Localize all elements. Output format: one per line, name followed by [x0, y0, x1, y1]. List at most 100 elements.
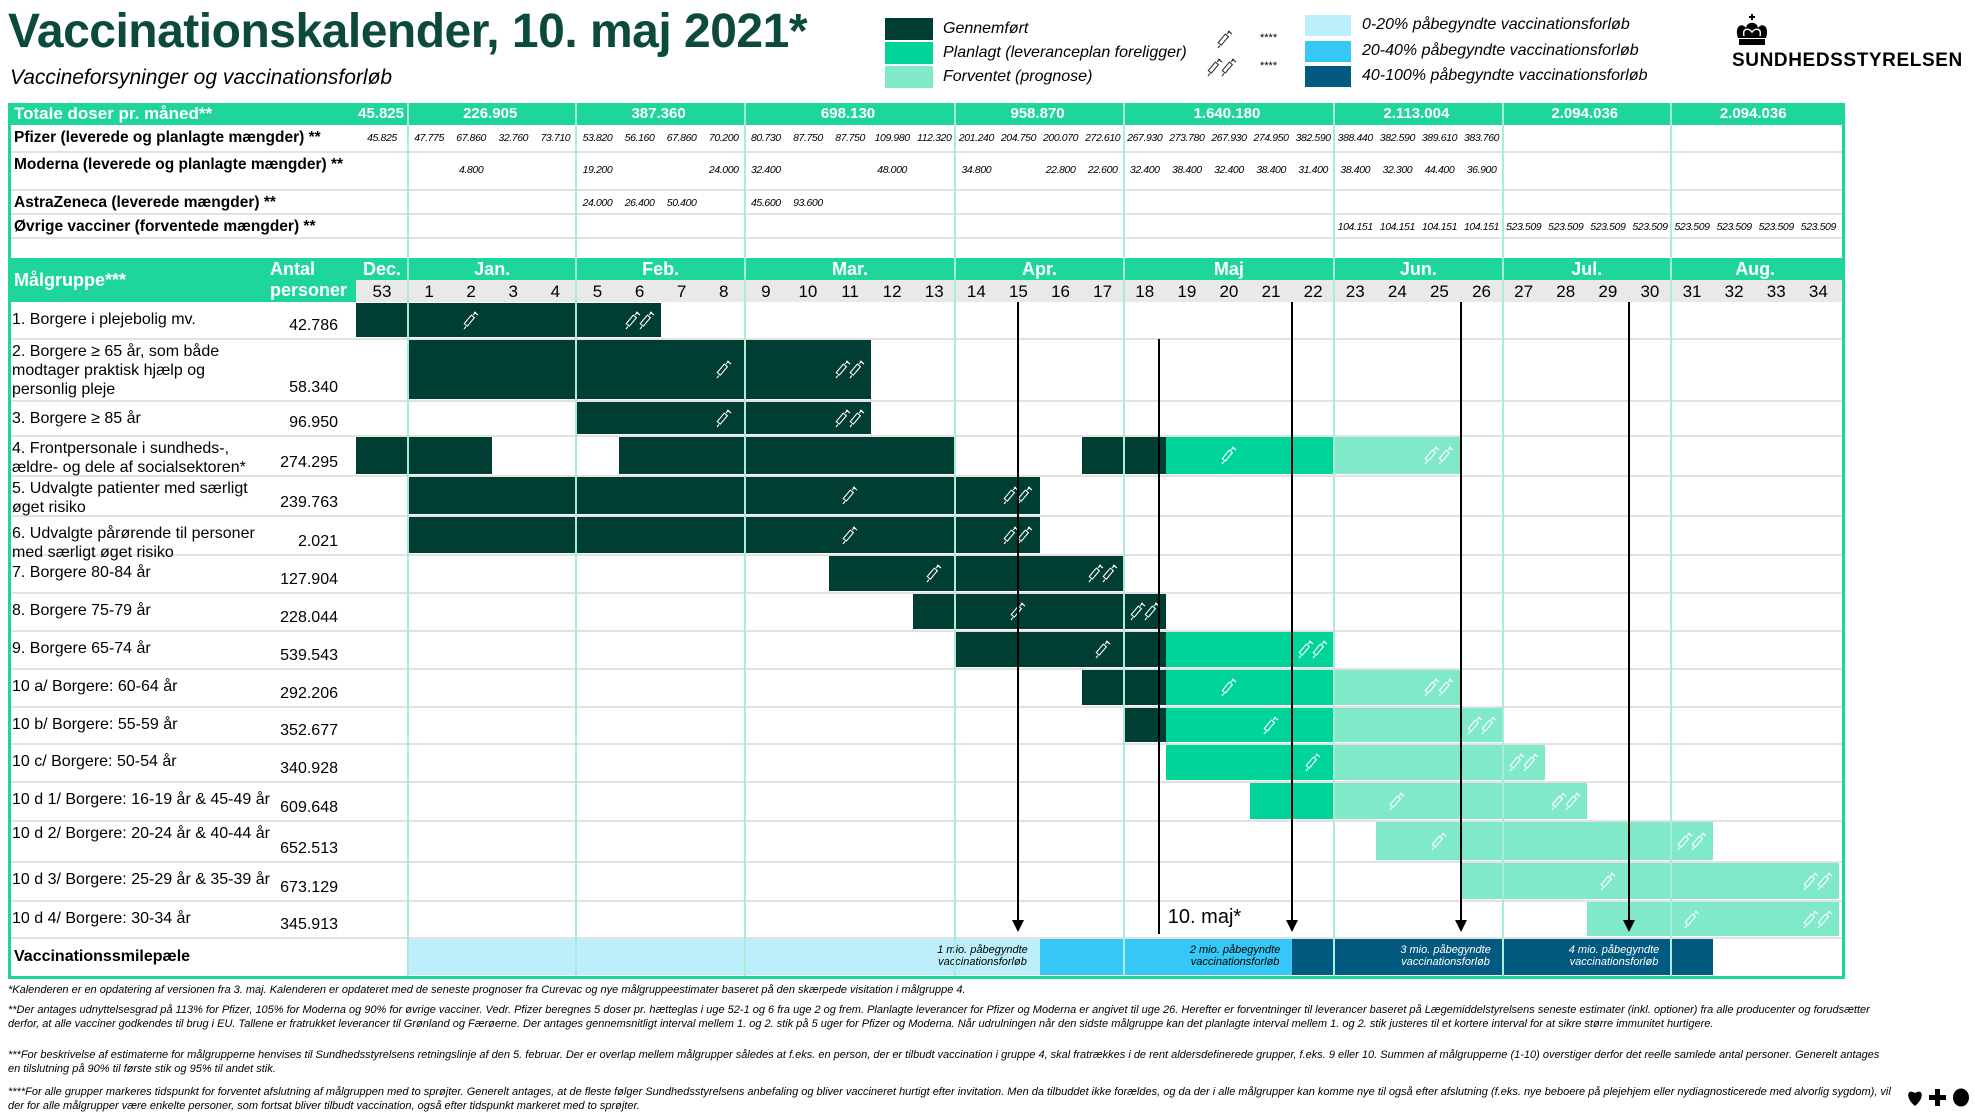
syringe-icon [1479, 716, 1499, 736]
week-number: 31 [1682, 282, 1702, 301]
syringe-icon [461, 311, 481, 331]
month-label: Dec. [362, 259, 402, 279]
dose-value: 45.600 [750, 197, 781, 209]
syringe-icon [1429, 832, 1449, 852]
group-name: 3. Borgere ≥ 85 år [12, 410, 141, 427]
week-number: 9 [761, 282, 771, 301]
syringe-icon [1310, 640, 1330, 660]
dose-value: 73.710 [540, 132, 571, 144]
row-divider [10, 151, 1842, 153]
legend-milestone-label: 0-20% påbegyndte vaccinationsforløb [1362, 16, 1630, 33]
month-divider [743, 103, 746, 976]
dose-value: 67.860 [456, 132, 486, 144]
legend-syringe-note: **** [1260, 60, 1278, 72]
syringe-icon [1436, 678, 1456, 698]
syringe-icon [1219, 446, 1239, 466]
totals-label: Totale doser pr. måned** [14, 104, 213, 123]
group-count: 673.129 [280, 879, 338, 896]
dose-value: 200.070 [1042, 132, 1079, 144]
row-divider [10, 743, 1842, 745]
week-number: 26 [1472, 282, 1491, 301]
group-name: 5. Udvalgte patienter med særligt øget r… [12, 480, 248, 516]
dose-value: 45.825 [367, 132, 397, 144]
gantt-bar-forecast[interactable] [1334, 708, 1503, 742]
dose-value: 87.750 [835, 132, 865, 144]
legend-label: Planlagt (leveranceplan foreligger) [943, 44, 1187, 61]
month-label: Jun. [1399, 259, 1437, 279]
group-count: 352.677 [280, 722, 338, 739]
dose-value: 19.200 [582, 164, 613, 176]
gantt-bar-done[interactable] [955, 632, 1166, 667]
dose-value: 67.860 [666, 132, 697, 144]
milestone-segment [1039, 939, 1293, 975]
page-title: Vaccinationskalender, 10. maj 2021* [8, 5, 808, 58]
syringe-icon [840, 526, 860, 546]
group-count: 652.513 [280, 840, 338, 857]
gantt-bar-done[interactable] [618, 437, 956, 474]
week-number: 34 [1808, 282, 1828, 301]
table-border-left [8, 103, 11, 976]
gantt-bar-forecast[interactable] [1334, 437, 1461, 474]
syringe-icon [1436, 446, 1456, 466]
legend-milestone-swatch-1 [1305, 41, 1351, 62]
milestone-segment [408, 939, 1040, 975]
gantt-bar-done[interactable] [408, 517, 1040, 553]
group-header-left [10, 258, 356, 302]
gantt-bar-forecast[interactable] [1376, 822, 1714, 860]
milestone-arrow-line [1459, 302, 1462, 922]
dose-value: 109.980 [874, 132, 911, 144]
dose-value: 26.400 [624, 197, 655, 209]
row-divider [10, 237, 1842, 239]
dose-value: 204.750 [1000, 132, 1037, 144]
group-name: 7. Borgere 80-84 år [12, 564, 151, 581]
supply-label: Øvrige vacciner (forventede mængder) ** [14, 218, 316, 235]
dose-value: 38.400 [1171, 164, 1202, 176]
dose-value: 267.930 [1127, 132, 1163, 144]
gantt-bar-forecast[interactable] [1460, 863, 1840, 899]
legend-milestone-label: 40-100% påbegyndte vaccinationsforløb [1362, 67, 1648, 84]
gantt-bar-planned[interactable] [1165, 745, 1335, 780]
month-divider [407, 103, 409, 976]
week-number: 30 [1640, 282, 1660, 301]
dose-value: 523.509 [1758, 221, 1795, 233]
gantt-bar-done[interactable] [829, 556, 1124, 591]
dose-value: 44.400 [1424, 164, 1455, 176]
milestone-text: 2 mio. påbegyndte vaccinationsforløb [1189, 944, 1281, 968]
month-total: 2.094.036 [1551, 105, 1619, 122]
dose-value: 382.590 [1295, 132, 1332, 144]
gantt-bar-planned[interactable] [1165, 437, 1335, 474]
syringe-icon [1563, 792, 1583, 812]
gantt-bar-done[interactable] [408, 340, 872, 399]
week-header-row [356, 280, 1842, 302]
dose-value: 523.509 [1548, 221, 1584, 233]
week-number: 15 [1008, 282, 1028, 301]
dose-value: 34.800 [961, 164, 992, 176]
row-divider [10, 400, 1842, 402]
gantt-bar-done[interactable] [408, 477, 1040, 514]
logo: SUNDHEDSSTYRELSEN [1730, 12, 1962, 82]
gantt-bar-planned[interactable] [1165, 670, 1335, 705]
gantt-bar-planned[interactable] [1165, 632, 1335, 667]
week-number: 22 [1303, 282, 1323, 301]
gantt-bar-done[interactable] [356, 303, 661, 337]
month-total: 1.640.180 [1193, 105, 1261, 122]
week-number: 25 [1429, 282, 1449, 301]
syringe-icon [637, 311, 657, 331]
row-divider [10, 668, 1842, 670]
gantt-bar-done[interactable] [356, 437, 493, 474]
row-divider [10, 554, 1842, 556]
milestone-arrow-line [1017, 302, 1020, 922]
gantt-bar-forecast[interactable] [1334, 670, 1461, 705]
dose-value: 93.600 [793, 197, 823, 209]
dose-value: 267.930 [1211, 132, 1247, 144]
gantt-bar-done[interactable] [576, 402, 872, 434]
group-name: 10 d 1/ Borgere: 16-19 år & 45-49 år [12, 791, 270, 808]
legend-milestone-swatch-2 [1305, 66, 1351, 87]
gantt-bar-planned[interactable] [1165, 708, 1335, 742]
syringe-icon [1100, 564, 1120, 584]
gantt-bar-forecast[interactable] [1334, 745, 1545, 780]
row-divider [10, 338, 1842, 340]
dose-value: 32.760 [498, 132, 529, 144]
supply-label: AstraZeneca (leverede mængder) ** [14, 194, 276, 211]
month-total: 2.094.036 [1719, 105, 1787, 122]
